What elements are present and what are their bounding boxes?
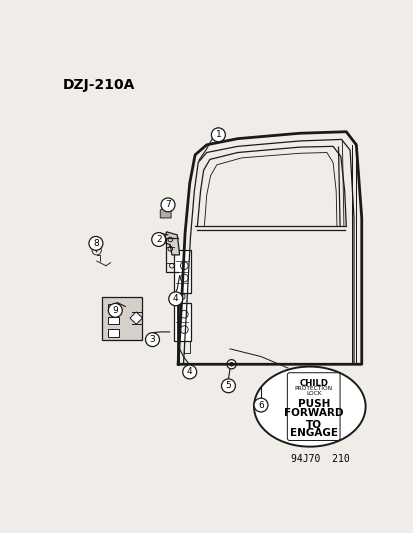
Circle shape: [254, 398, 267, 412]
FancyBboxPatch shape: [108, 304, 119, 312]
Text: 1: 1: [215, 130, 221, 139]
FancyBboxPatch shape: [287, 373, 339, 440]
Text: CHILD: CHILD: [299, 379, 328, 388]
Text: 5: 5: [225, 381, 231, 390]
Circle shape: [89, 237, 103, 251]
FancyBboxPatch shape: [108, 317, 119, 324]
Circle shape: [151, 232, 165, 246]
Text: ENGAGE: ENGAGE: [289, 428, 337, 438]
Text: 4: 4: [186, 367, 192, 376]
FancyBboxPatch shape: [174, 303, 191, 341]
Text: 6: 6: [257, 401, 263, 409]
Circle shape: [145, 333, 159, 346]
Text: PUSH: PUSH: [297, 399, 329, 409]
Circle shape: [182, 365, 196, 379]
FancyBboxPatch shape: [102, 296, 142, 340]
Text: 94J70  210: 94J70 210: [291, 454, 349, 464]
Circle shape: [221, 379, 235, 393]
Polygon shape: [130, 312, 142, 324]
Text: TO: TO: [305, 419, 321, 430]
FancyBboxPatch shape: [108, 329, 119, 336]
Text: LOCK: LOCK: [305, 391, 321, 396]
Text: 2: 2: [156, 235, 161, 244]
Text: 8: 8: [93, 239, 99, 248]
Circle shape: [169, 292, 182, 306]
Text: 9: 9: [112, 306, 118, 315]
Polygon shape: [164, 232, 179, 255]
Text: 4: 4: [173, 294, 178, 303]
Text: DZJ-210A: DZJ-210A: [62, 78, 135, 92]
Polygon shape: [160, 205, 171, 218]
Circle shape: [229, 362, 233, 367]
Text: 3: 3: [149, 335, 155, 344]
Circle shape: [108, 303, 122, 317]
Text: FORWARD: FORWARD: [283, 408, 343, 418]
Circle shape: [211, 128, 225, 142]
FancyBboxPatch shape: [174, 251, 191, 294]
Text: 7: 7: [165, 200, 171, 209]
Text: PROTECTION: PROTECTION: [294, 386, 332, 391]
Ellipse shape: [254, 367, 365, 447]
Circle shape: [226, 360, 236, 369]
Circle shape: [161, 198, 175, 212]
